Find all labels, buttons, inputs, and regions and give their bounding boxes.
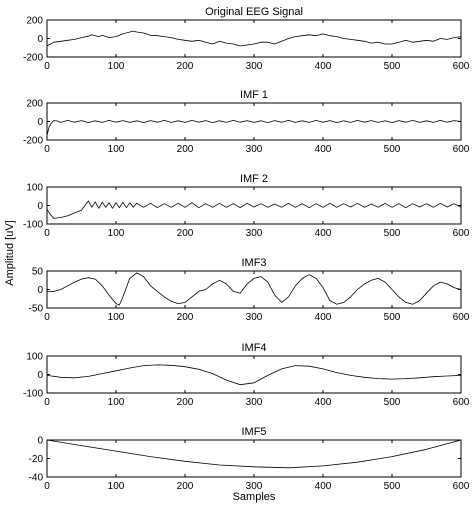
x-tick-label: 100	[108, 228, 125, 239]
y-tick-label: 0	[37, 436, 43, 447]
x-tick-label: 300	[246, 481, 263, 492]
x-tick-label: 0	[44, 61, 50, 72]
x-tick-label: 500	[384, 144, 401, 155]
y-tick-label: -40	[29, 473, 44, 484]
x-tick-label: 400	[315, 61, 332, 72]
x-tick-label: 500	[384, 228, 401, 239]
x-tick-label: 100	[108, 312, 125, 323]
subplot-title: IMF 2	[240, 173, 268, 185]
x-tick-label: 600	[453, 61, 470, 72]
x-tick-label: 100	[108, 144, 125, 155]
x-tick-label: 500	[384, 312, 401, 323]
y-tick-label: 0	[37, 201, 43, 212]
x-tick-label: 500	[384, 481, 401, 492]
x-tick-label: 100	[108, 397, 125, 408]
y-tick-label: -200	[23, 136, 43, 147]
figure-y-axis-label: Amplitud [uV]	[4, 220, 16, 285]
y-tick-label: 0	[37, 285, 43, 296]
plot-frame	[46, 439, 462, 478]
y-tick-label: -20	[29, 454, 44, 465]
x-tick-label: 0	[44, 144, 50, 155]
x-tick-label: 200	[177, 61, 194, 72]
y-tick-label: 0	[37, 370, 43, 381]
x-tick-label: 500	[384, 397, 401, 408]
plot-frame	[46, 19, 462, 58]
x-tick-label: 200	[177, 397, 194, 408]
subplot-title: IMF3	[241, 257, 266, 269]
y-tick-label: 100	[26, 183, 43, 194]
x-tick-label: 0	[44, 481, 50, 492]
subplot-6: IMF5 0 100 200 300 400 500 600 -40 -20 0	[29, 426, 470, 492]
x-tick-label: 400	[315, 397, 332, 408]
y-tick-label: 100	[26, 352, 43, 363]
x-tick-label: 300	[246, 312, 263, 323]
x-tick-label: 100	[108, 481, 125, 492]
plot-frame	[46, 186, 462, 225]
x-tick-label: 600	[453, 144, 470, 155]
subplot-title: IMF 1	[240, 89, 268, 101]
x-tick-label: 300	[246, 61, 263, 72]
plot-frame	[46, 102, 462, 141]
plot-frame	[46, 270, 462, 309]
y-tick-label: 200	[26, 16, 43, 27]
x-tick-label: 600	[453, 481, 470, 492]
plot-frame	[46, 355, 462, 394]
y-tick-label: -100	[23, 220, 43, 231]
x-tick-label: 0	[44, 397, 50, 408]
x-tick-label: 300	[246, 144, 263, 155]
y-tick-label: -50	[29, 304, 44, 315]
signal-trace	[46, 200, 462, 219]
x-tick-label: 200	[177, 481, 194, 492]
subplot-title: Original EEG Signal	[205, 6, 303, 18]
signal-trace	[46, 364, 462, 386]
x-tick-label: 300	[246, 397, 263, 408]
y-tick-label: 0	[37, 34, 43, 45]
y-tick-label: -100	[23, 389, 43, 400]
y-tick-label: 50	[32, 267, 44, 278]
x-tick-label: 100	[108, 61, 125, 72]
x-tick-label: 300	[246, 228, 263, 239]
x-tick-label: 400	[315, 481, 332, 492]
x-tick-label: 400	[315, 312, 332, 323]
x-tick-label: 400	[315, 228, 332, 239]
subplot-title: IMF4	[241, 342, 266, 354]
signal-trace	[46, 30, 462, 47]
x-tick-label: 200	[177, 144, 194, 155]
x-tick-label: 0	[44, 312, 50, 323]
x-tick-label: 600	[453, 228, 470, 239]
signal-trace	[46, 439, 462, 469]
figure-x-axis-label: Samples	[233, 491, 276, 503]
y-tick-label: 0	[37, 117, 43, 128]
y-tick-label: 200	[26, 99, 43, 110]
signal-trace	[47, 272, 462, 306]
x-tick-label: 500	[384, 61, 401, 72]
subplot-1: Original EEG Signal 0 100 200 300 400 500 600 -2…	[23, 6, 470, 72]
subplot-title: IMF5	[241, 426, 266, 438]
signal-trace	[46, 120, 462, 136]
x-tick-label: 200	[177, 228, 194, 239]
x-tick-label: 600	[453, 312, 470, 323]
x-tick-label: 0	[44, 228, 50, 239]
y-tick-label: -200	[23, 53, 43, 64]
x-tick-label: 600	[453, 397, 470, 408]
x-tick-label: 200	[177, 312, 194, 323]
x-tick-label: 400	[315, 144, 332, 155]
